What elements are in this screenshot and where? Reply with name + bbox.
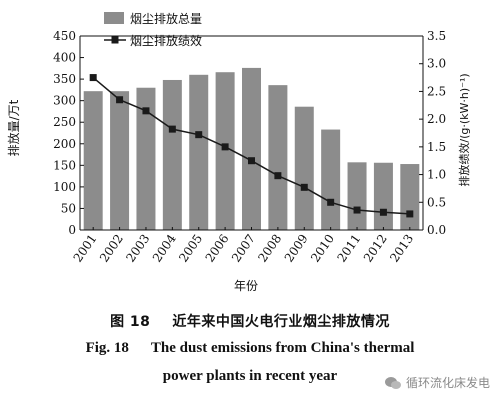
- right-axis-ticks: 0.0 0.5 1.0 1.5 2.0 2.5 3.0 3.5: [419, 29, 446, 237]
- right-tick-label: 3.0: [427, 57, 446, 71]
- caption-zh-text: 近年来中国火电行业烟尘排放情况: [172, 314, 390, 330]
- caption-en-text-2: power plants in recent year: [162, 368, 338, 384]
- chart: 0 50 100 150 200 250 300 350 400 450 0.0 0.5 1.0 1.5…: [6, 11, 471, 293]
- x-tick-label: 2003: [123, 232, 152, 265]
- bar-2009: [294, 106, 314, 230]
- right-tick-label: 2.0: [427, 112, 446, 126]
- bar-2004: [162, 79, 182, 231]
- x-axis-title: 年份: [234, 279, 258, 293]
- legend-bar-swatch: [104, 12, 124, 24]
- left-tick-label: 0: [68, 223, 76, 237]
- x-tick-label: 2007: [229, 232, 258, 265]
- point-2005: [195, 131, 203, 139]
- caption-chinese: 图 18 近年来中国火电行业烟尘排放情况: [0, 311, 500, 331]
- bar-series: [83, 67, 420, 231]
- watermark: 循环流化床发电: [384, 374, 490, 391]
- point-2002: [116, 96, 124, 104]
- left-axis-title: 排放量/万t: [6, 99, 21, 156]
- bar-2005: [189, 74, 209, 230]
- x-tick-label: 2009: [282, 232, 311, 265]
- point-2012: [379, 208, 387, 216]
- x-tick-label: 2011: [335, 232, 364, 265]
- left-tick-label: 350: [53, 72, 76, 86]
- point-2001: [89, 74, 97, 82]
- bar-2006: [215, 72, 235, 230]
- caption-english-line2: power plants in recent year: [0, 368, 500, 385]
- point-2009: [300, 183, 308, 191]
- bar-2012: [373, 162, 393, 230]
- caption-zh-number: 图 18: [110, 314, 151, 330]
- left-tick-label: 450: [53, 29, 76, 43]
- bar-2007: [242, 67, 261, 230]
- point-2003: [142, 107, 150, 115]
- legend-line-marker: [111, 36, 119, 44]
- right-tick-label: 0.5: [427, 195, 446, 209]
- point-2004: [168, 125, 176, 133]
- x-tick-label: 2004: [150, 231, 179, 264]
- left-tick-label: 200: [53, 137, 76, 151]
- caption-en-text-1: The dust emissions from China's thermal: [150, 340, 415, 356]
- point-2011: [353, 206, 361, 214]
- point-2010: [327, 198, 335, 206]
- bar-2011: [347, 162, 367, 230]
- bar-2001: [83, 91, 103, 230]
- x-tick-label: 2013: [387, 232, 416, 265]
- point-2006: [221, 143, 229, 151]
- bar-2002: [110, 91, 130, 230]
- right-tick-label: 1.5: [427, 140, 446, 154]
- x-tick-label: 2006: [203, 232, 232, 265]
- wechat-icon: [384, 376, 401, 389]
- caption-english-line1: Fig. 18 The dust emissions from China's t…: [0, 340, 500, 357]
- right-axis-title: 排放绩效/(g·(kW·h)⁻¹): [457, 73, 471, 186]
- x-tick-label: 2008: [255, 232, 284, 265]
- x-tick-label: 2012: [361, 232, 390, 265]
- caption-en-number: Fig. 18: [85, 340, 129, 356]
- watermark-text: 循环流化床发电: [405, 376, 490, 390]
- x-tick-label: 2010: [308, 232, 337, 265]
- left-tick-label: 50: [61, 201, 76, 215]
- right-tick-label: 1.0: [427, 168, 446, 182]
- x-axis-ticks: 2001200220032004200520062007200820092010…: [71, 227, 416, 265]
- right-tick-label: 3.5: [427, 29, 446, 43]
- bar-2010: [321, 129, 341, 230]
- bar-2003: [136, 87, 156, 230]
- point-2007: [248, 157, 255, 165]
- legend-line-label: 烟尘排放绩效: [130, 33, 202, 48]
- left-tick-label: 300: [53, 94, 76, 108]
- line-series: [89, 74, 414, 218]
- bar-2008: [268, 85, 288, 230]
- left-tick-label: 150: [53, 158, 76, 172]
- x-tick-label: 2005: [176, 232, 205, 265]
- left-tick-label: 100: [53, 180, 76, 194]
- x-tick-label: 2002: [97, 232, 126, 265]
- legend-bar-label: 烟尘排放总量: [130, 11, 202, 26]
- left-axis-ticks: 0 50 100 150 200 250 300 350 400 450: [53, 29, 84, 237]
- bar-2013: [400, 164, 420, 230]
- right-tick-label: 2.5: [427, 84, 446, 98]
- left-tick-label: 250: [53, 115, 76, 129]
- right-tick-label: 0.0: [427, 223, 446, 237]
- point-2008: [274, 172, 282, 180]
- point-2013: [406, 210, 414, 218]
- left-tick-label: 400: [53, 51, 76, 65]
- legend: 烟尘排放总量 烟尘排放绩效: [104, 11, 202, 48]
